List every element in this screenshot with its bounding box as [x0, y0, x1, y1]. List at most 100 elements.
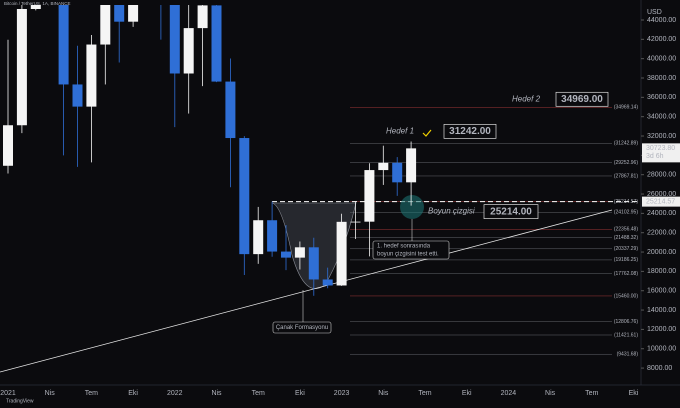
candle-body: [308, 247, 319, 280]
level-label: (15460.00): [614, 293, 639, 299]
candle-body: [267, 220, 278, 252]
y-tick-label: 44000.00: [647, 17, 676, 24]
neckline-label: 25214.00: [490, 206, 532, 217]
candle-body: [392, 162, 403, 183]
candle-body: [128, 5, 139, 22]
neckline-name: Boyun çizgisi: [428, 207, 475, 216]
target1-label-box: [443, 123, 497, 139]
pattern-label: Çanak Formasyonu: [276, 325, 328, 331]
level-label: (19186.25): [614, 257, 639, 263]
y-tick-label: 38000.00: [647, 75, 676, 82]
trend-line: [0, 209, 613, 373]
x-tick-label: Tem: [85, 390, 98, 397]
y-tick-label: 28000.00: [647, 172, 676, 179]
candle-body: [406, 148, 417, 183]
candle-body: [3, 125, 13, 166]
x-tick-label: Tem: [585, 390, 598, 397]
test-highlight: [400, 195, 424, 219]
note-line1: 1. hedef sonrasında: [377, 244, 431, 250]
candle-body: [281, 251, 291, 258]
y-tick-label: 8000.00: [647, 365, 672, 372]
x-tick-label: Tem: [252, 390, 265, 397]
neckline-price-box: [642, 196, 680, 207]
y-tick-label: 42000.00: [647, 36, 676, 43]
y-unit: USD: [647, 9, 662, 16]
y-tick-label: 40000.00: [647, 56, 676, 63]
y-tick-label: 26000.00: [647, 191, 676, 198]
candle-body: [72, 84, 83, 107]
note-line2: boyun çizgisini test etti.: [377, 252, 439, 258]
candle-body: [225, 81, 236, 139]
candle-body: [58, 5, 69, 85]
level-label: (27867.81): [614, 173, 639, 179]
candle-body: [30, 5, 41, 9]
level-label: (29252.96): [614, 160, 639, 166]
x-tick-label: Eki: [295, 390, 305, 397]
x-tick-label: Nis: [545, 390, 556, 397]
level-label: (21488.32): [614, 235, 639, 241]
candle-body: [16, 8, 27, 126]
level-label: (20337.29): [614, 246, 639, 252]
candle-body: [100, 5, 111, 45]
checkmark: [422, 129, 432, 137]
x-tick-label: Eki: [462, 390, 472, 397]
y-tick-label: 22000.00: [647, 230, 676, 237]
y-tick-label: 34000.00: [647, 114, 676, 121]
neckline-price: 25214.57: [646, 198, 675, 205]
target2-label-box: [555, 91, 609, 107]
level-label: (17762.08): [614, 271, 639, 277]
y-tick-label: 20000.00: [647, 249, 676, 256]
pattern-box: [272, 321, 332, 334]
last-price: 30723.80: [646, 145, 675, 152]
candle-body: [253, 220, 264, 255]
candle-body: [114, 5, 125, 22]
level-label: (31242.89): [614, 141, 639, 147]
header: Bitcoin / TetherUS, 1A, BINANCE: [4, 1, 70, 6]
target2-label: 34969.00: [561, 94, 603, 105]
candle-body: [322, 279, 333, 286]
candle-body: [350, 221, 361, 223]
y-tick-label: 10000.00: [647, 346, 676, 353]
y-tick-label: 14000.00: [647, 307, 676, 314]
target1-name: Hedef 1: [386, 126, 414, 135]
candle-body: [86, 44, 97, 107]
y-tick-label: 16000.00: [647, 288, 676, 295]
level-label: (24102.95): [614, 210, 639, 216]
candle-body: [336, 221, 347, 286]
target2-name: Hedef 2: [512, 94, 541, 103]
candle-body: [294, 247, 305, 258]
x-tick-label: Tem: [418, 390, 431, 397]
level-label: (9431.68): [617, 352, 639, 358]
x-tick-label: Nis: [45, 390, 56, 397]
x-tick-label: 2021: [0, 390, 16, 397]
x-tick-label: Nis: [378, 390, 389, 397]
countdown: 3d 6h: [646, 153, 664, 160]
y-tick-label: 36000.00: [647, 94, 676, 101]
x-tick-label: Eki: [629, 390, 639, 397]
y-tick-label: 24000.00: [647, 210, 676, 217]
candle-body: [239, 138, 250, 255]
candle-body: [197, 5, 208, 29]
last-price-box: [642, 143, 680, 163]
note-box: [372, 240, 450, 260]
y-tick-label: 18000.00: [647, 268, 676, 275]
x-tick-label: 2023: [334, 390, 350, 397]
candle-body: [183, 28, 194, 74]
x-tick-label: Eki: [128, 390, 138, 397]
x-tick-label: Nis: [211, 390, 222, 397]
level-label: (22356.48): [614, 227, 639, 233]
level-label: (12806.76): [614, 319, 639, 325]
y-tick-label: 12000.00: [647, 326, 676, 333]
candle-body: [364, 170, 375, 222]
level-label: (34969.14): [614, 105, 639, 111]
neckline-label-box: [483, 204, 539, 219]
y-tick-label: 32000.00: [647, 133, 676, 140]
footer: TradingView: [6, 398, 34, 404]
level-label: (11421.61): [614, 332, 638, 338]
x-tick-label: 2024: [501, 390, 517, 397]
x-tick-label: 2022: [167, 390, 183, 397]
target1-label: 31242.00: [449, 126, 491, 137]
